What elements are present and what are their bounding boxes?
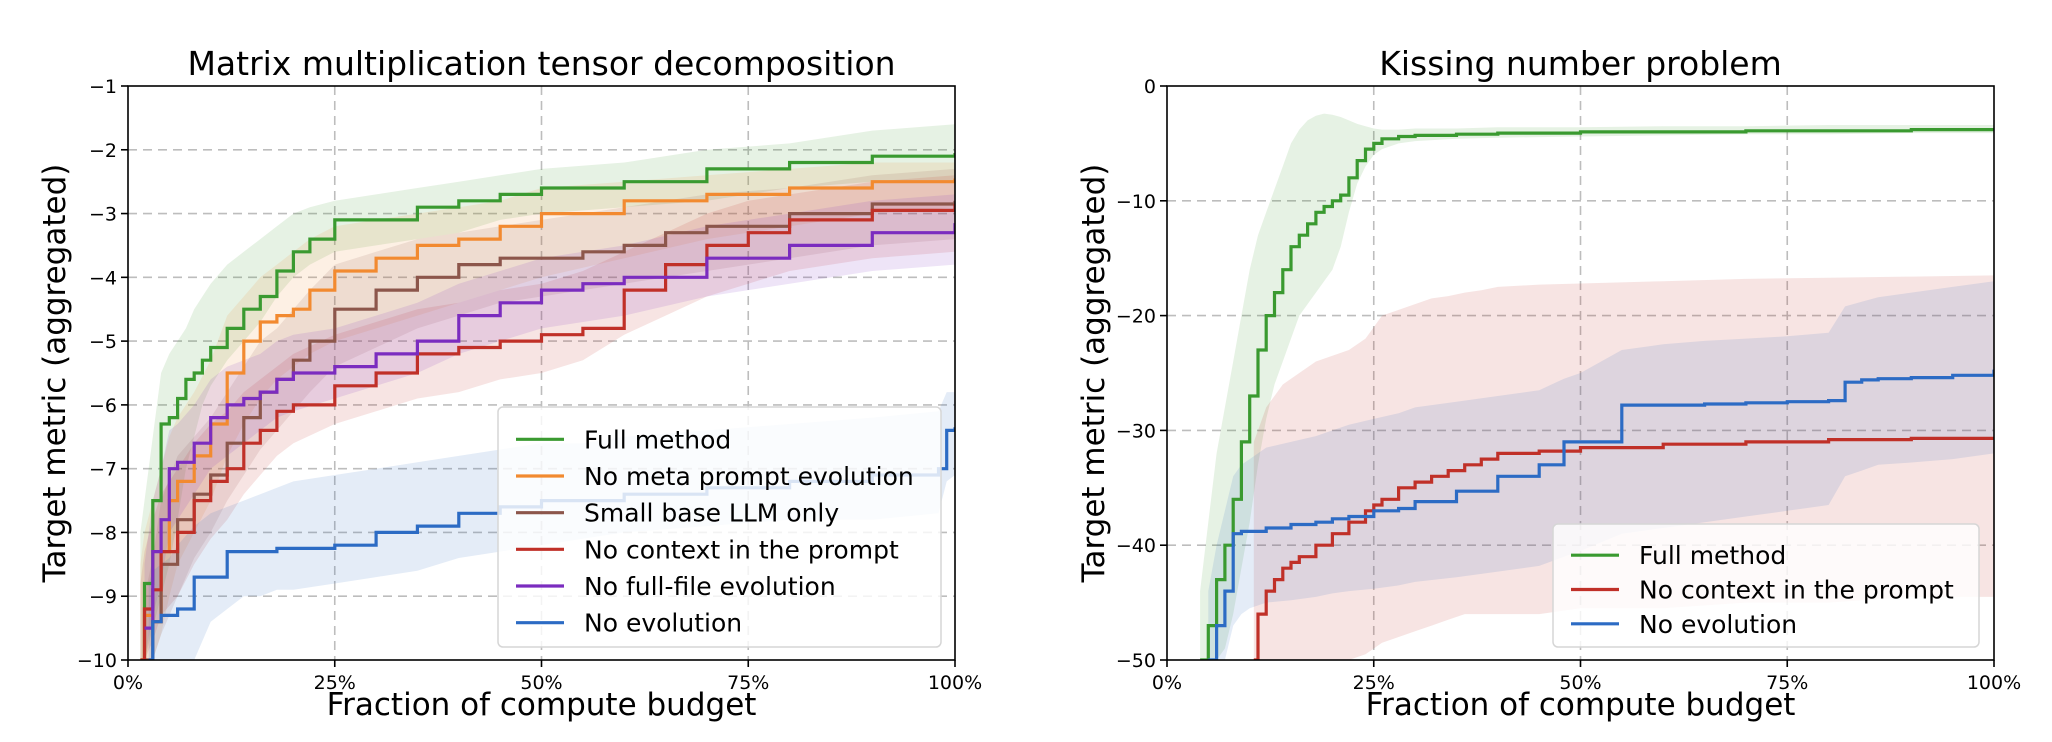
- x-tick-label: 0%: [113, 672, 143, 694]
- y-tick-label: −5: [89, 331, 117, 353]
- y-tick-label: −10: [1116, 191, 1156, 213]
- legend-item-full-method: Full method: [516, 425, 731, 454]
- x-tick-label: 75%: [1766, 672, 1808, 694]
- x-axis-label: Fraction of compute budget: [1366, 687, 1796, 723]
- y-tick-label: −4: [89, 267, 117, 289]
- y-tick-label: −7: [89, 459, 117, 481]
- series-line-no-evolution: [1208, 369, 1994, 660]
- series-line-no-full-file-evolution: [144, 223, 955, 630]
- plot-area: 0% 25% 50% 75% 100% −10 −9 −8 −7 −6 −5 −4 −3 −2 −1 Full…: [77, 76, 982, 694]
- x-axis-label: Fraction of compute budget: [327, 687, 757, 723]
- x-tick-label: 0%: [1152, 672, 1182, 694]
- x-tick-label: 50%: [520, 672, 562, 694]
- y-tick-label: −3: [89, 204, 117, 226]
- legend-label: No context in the prompt: [1639, 576, 1954, 605]
- y-tick-label: −20: [1116, 306, 1156, 328]
- series-line-full-method: [140, 153, 955, 660]
- legend-box: [497, 406, 942, 648]
- y-tick-label: −10: [77, 650, 117, 672]
- legend-label: No meta prompt evolution: [584, 462, 914, 491]
- panel-kissing-number: Kissing number problem Fraction of compu…: [1076, 44, 2021, 723]
- legend: Full method No meta prompt evolution Small…: [497, 406, 942, 648]
- series-line-full-method: [1200, 128, 1994, 660]
- legend-item-no-evolution: No evolution: [1571, 610, 1797, 639]
- legend-item-no-evolution: No evolution: [516, 609, 742, 638]
- legend-label: No evolution: [584, 609, 742, 638]
- x-tick-label: 25%: [314, 672, 356, 694]
- y-tick-label: −6: [89, 395, 117, 417]
- band-no-evolution: [1208, 281, 1994, 660]
- legend-item-small-base-llm-only: Small base LLM only: [516, 499, 839, 528]
- legend: Full method No context in the prompt No ev…: [1552, 523, 1980, 648]
- panel-matrix-multiplication: Matrix multiplication tensor decompositi…: [37, 44, 982, 723]
- legend-item-no-context-in-the-prompt: No context in the prompt: [516, 535, 899, 564]
- legend-label: No full-file evolution: [584, 572, 836, 601]
- y-tick-label: −2: [89, 140, 117, 162]
- y-tick-label: −50: [1116, 650, 1156, 672]
- y-axis-label: Target metric (aggregated): [37, 164, 73, 584]
- legend-item-no-context-in-the-prompt: No context in the prompt: [1571, 576, 1954, 605]
- x-tick-label: 100%: [1967, 672, 2021, 694]
- legend-item-no-full-file-evolution: No full-file evolution: [516, 572, 836, 601]
- legend-label: No context in the prompt: [584, 535, 899, 564]
- chart-title: Matrix multiplication tensor decompositi…: [187, 44, 895, 83]
- legend-label: Full method: [584, 425, 731, 454]
- x-tick-label: 25%: [1353, 672, 1395, 694]
- y-tick-label: −40: [1116, 535, 1156, 557]
- legend-label: Full method: [1639, 541, 1786, 570]
- x-tick-label: 100%: [928, 672, 982, 694]
- y-axis-label: Target metric (aggregated): [1076, 164, 1112, 584]
- band-no-context-in-the-prompt: [140, 175, 955, 660]
- y-tick-label: −9: [89, 586, 117, 608]
- band-no-meta-prompt-evolution: [140, 162, 955, 660]
- legend-label: No evolution: [1639, 610, 1797, 639]
- series-line-no-context-in-the-prompt: [1253, 436, 1994, 660]
- band-no-full-file-evolution: [144, 194, 955, 660]
- band-full-method: [140, 124, 955, 660]
- legend-label: Small base LLM only: [584, 499, 839, 528]
- x-tick-label: 50%: [1559, 672, 1601, 694]
- x-tick-label: 75%: [727, 672, 769, 694]
- plot-area: 0% 25% 50% 75% 100% −50 −40 −30 −20 −10 0 Full meth…: [1116, 76, 2021, 694]
- y-tick-label: 0: [1144, 76, 1156, 98]
- y-tick-label: −1: [89, 76, 117, 98]
- legend-box: [1552, 523, 1980, 648]
- y-tick-label: −30: [1116, 420, 1156, 442]
- legend-item-full-method: Full method: [1571, 541, 1786, 570]
- series-line-no-context-in-the-prompt: [140, 204, 955, 660]
- chart-title: Kissing number problem: [1379, 44, 1782, 83]
- series-line-small-base-llm-only: [144, 200, 955, 660]
- band-small-base-llm-only: [144, 168, 955, 660]
- y-tick-label: −8: [89, 522, 117, 544]
- legend-item-no-meta-prompt-evolution: No meta prompt evolution: [516, 462, 914, 491]
